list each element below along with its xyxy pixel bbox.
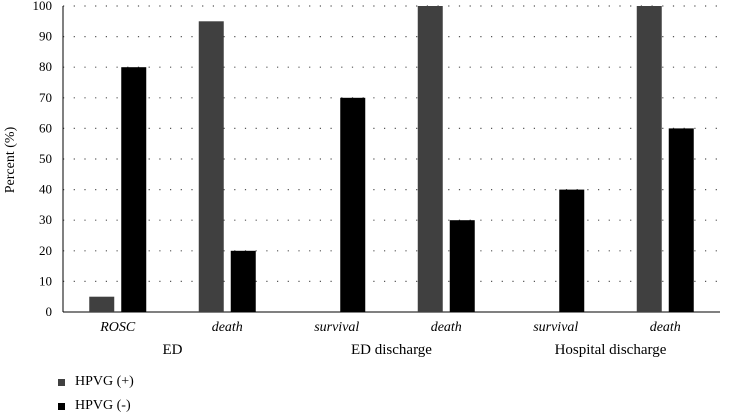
bar-hpvg-neg: [121, 67, 147, 312]
y-tick-label: 30: [39, 212, 52, 227]
x-category-label: death: [650, 320, 681, 335]
x-category-label: death: [431, 320, 462, 335]
x-group-label: ED discharge: [351, 342, 432, 358]
legend-swatch: [58, 378, 65, 386]
x-group-label: Hospital discharge: [555, 342, 667, 358]
labels: 0 10 20 30 40 50 60 70 80 90 100 ROSC death survival d…: [33, 0, 681, 358]
y-tick-label: 40: [39, 182, 52, 197]
y-tick-label: 10: [39, 273, 52, 288]
legend-label: HPVG (+): [75, 374, 134, 389]
bar-hpvg-pos: [89, 296, 115, 312]
axes: [62, 6, 720, 313]
bar-hpvg-neg: [340, 97, 366, 312]
x-category-label: ROSC: [99, 320, 136, 335]
bar-hpvg-pos: [636, 6, 662, 312]
legend-item-hpvg-neg: HPVG (-): [58, 398, 131, 414]
y-axis-label: Percent (%): [3, 126, 18, 193]
y-tick-label: 50: [39, 151, 52, 166]
y-tick-label: 80: [39, 59, 52, 74]
y-tick-label: 60: [39, 120, 52, 135]
y-tick-label: 90: [39, 29, 52, 44]
x-category-label: survival: [314, 320, 359, 335]
legend-label: HPVG (-): [75, 398, 131, 413]
bar-hpvg-neg: [668, 128, 694, 312]
x-category-label: survival: [533, 320, 578, 335]
bar-hpvg-neg: [449, 220, 475, 312]
gridlines: [63, 5, 720, 282]
y-tick-label: 20: [39, 243, 52, 258]
x-group-label: ED: [163, 342, 183, 358]
bar-hpvg-pos: [417, 6, 443, 312]
bars: [89, 6, 694, 313]
y-tick-label: 70: [39, 90, 52, 105]
y-tick-label: 100: [33, 0, 53, 13]
bar-hpvg-neg: [230, 250, 256, 312]
bar-hpvg-pos: [198, 21, 224, 313]
bar-hpvg-neg: [559, 189, 585, 312]
legend-swatch: [58, 402, 65, 410]
legend-item-hpvg-pos: HPVG (+): [58, 374, 134, 390]
y-tick-label: 0: [46, 304, 53, 319]
x-category-label: death: [212, 320, 243, 335]
